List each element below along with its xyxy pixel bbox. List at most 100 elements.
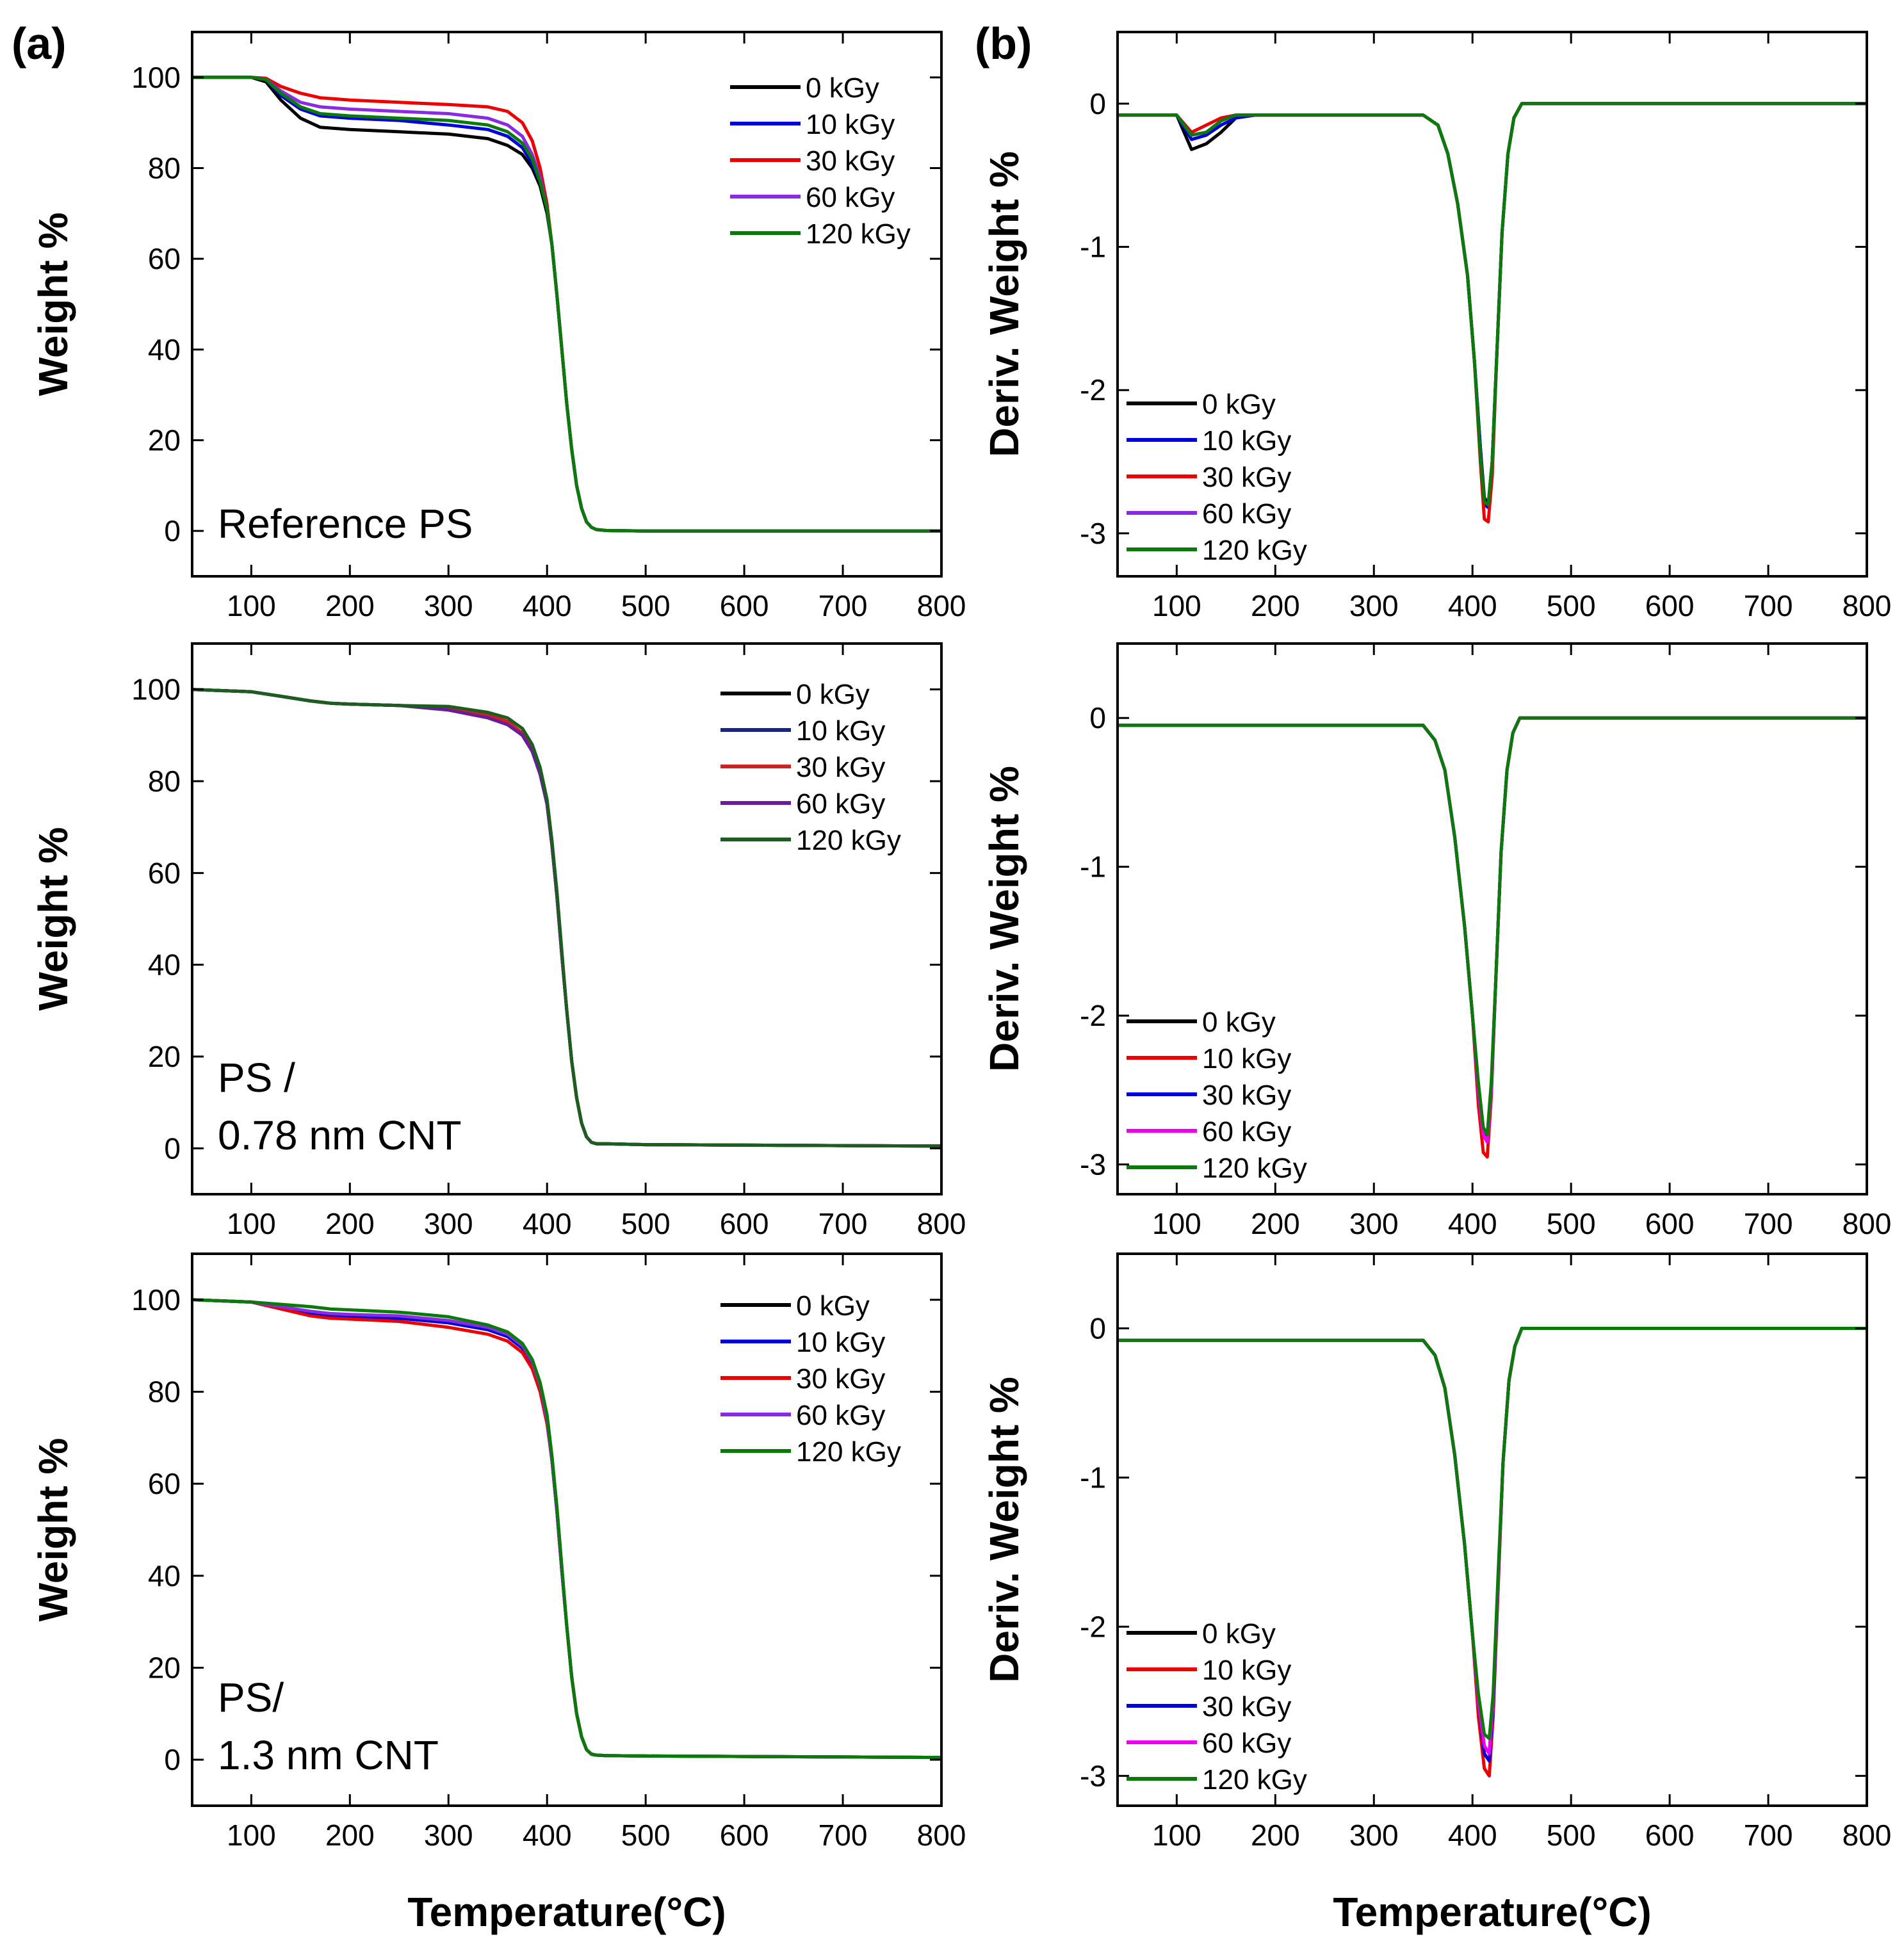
legend-label: 30 kGy <box>796 1363 885 1395</box>
legend-label: 60 kGy <box>796 1400 885 1431</box>
legend-label: 60 kGy <box>796 788 885 820</box>
x-tick-label: 100 <box>1152 1819 1201 1852</box>
legend-label: 30 kGy <box>806 145 895 177</box>
chart-b1: 100 200 300 400 500 600 700 800 -3 -2 -1 0 Deriv. We… <box>981 31 1891 622</box>
legend: 0 kGy 10 kGy 30 kGy 60 kGy 120 kGy <box>720 679 901 856</box>
x-tick-label: 400 <box>523 1207 572 1240</box>
legend: 0 kGy 10 kGy 30 kGy 60 kGy 120 kGy <box>1127 1007 1307 1184</box>
x-tick-label: 100 <box>1152 1207 1201 1240</box>
legend-label: 60 kGy <box>1202 498 1291 530</box>
x-tick-label: 400 <box>1448 1207 1497 1240</box>
legend-label: 10 kGy <box>806 109 895 140</box>
legend-label: 0 kGy <box>1202 1007 1276 1038</box>
legend-label: 30 kGy <box>1202 1080 1291 1111</box>
x-tick-label: 800 <box>1843 1819 1892 1852</box>
x-tick-label: 700 <box>1744 589 1793 622</box>
legend-label: 10 kGy <box>1202 1043 1291 1074</box>
x-tick-label: 800 <box>1843 1207 1892 1240</box>
series-group <box>1118 716 1867 1159</box>
y-tick-label: -1 <box>1080 231 1106 264</box>
y-tick-label: 0 <box>1089 87 1106 120</box>
sample-annotation: Reference PS <box>218 501 473 547</box>
panel-label-a: (a) <box>12 19 67 69</box>
series-line-120-kGy <box>1118 716 1867 1137</box>
y-tick-label: 0 <box>1089 701 1106 734</box>
legend-label: 120 kGy <box>1202 1153 1307 1184</box>
x-tick-label: 300 <box>424 1207 473 1240</box>
y-axis-title: Deriv. Weight % <box>981 766 1027 1072</box>
x-tick-label: 500 <box>621 1819 671 1852</box>
y-axis-title: Weight % <box>30 1438 76 1622</box>
sample-annotation: PS/ <box>218 1674 284 1721</box>
y-tick-label: 80 <box>148 765 181 798</box>
x-tick-label: 600 <box>1645 1819 1695 1852</box>
y-tick-label: -2 <box>1080 373 1106 407</box>
legend-label: 0 kGy <box>1202 1618 1276 1649</box>
x-tick-label: 500 <box>621 1207 671 1240</box>
panel-label-b: (b) <box>975 19 1032 69</box>
legend: 0 kGy 10 kGy 30 kGy 60 kGy 120 kGy <box>720 1290 901 1468</box>
plot-frame <box>191 31 943 578</box>
x-tick-label: 200 <box>1251 589 1300 622</box>
x-tick-label: 100 <box>227 1207 276 1240</box>
series-group <box>1118 102 1867 524</box>
x-tick-label: 600 <box>1645 1207 1695 1240</box>
plots-container: 100 200 300 400 500 600 700 800020406080100Weig… <box>30 31 1892 1935</box>
plot-frame <box>1116 642 1868 1195</box>
legend-label: 120 kGy <box>1202 1764 1307 1795</box>
x-tick-label: 500 <box>1547 1819 1596 1852</box>
x-tick-label: 400 <box>1448 589 1497 622</box>
y-tick-label: 60 <box>148 1467 181 1500</box>
x-tick-label: 700 <box>818 1207 868 1240</box>
legend-label: 10 kGy <box>1202 1655 1291 1686</box>
sample-annotation: 1.3 nm CNT <box>218 1732 439 1778</box>
legend-label: 0 kGy <box>1202 389 1276 420</box>
y-tick-label: 40 <box>148 333 181 366</box>
x-tick-label: 600 <box>720 589 769 622</box>
sample-annotation: PS / <box>218 1055 295 1101</box>
x-tick-label: 100 <box>227 589 276 622</box>
y-tick-label: 40 <box>148 948 181 982</box>
y-tick-label: -3 <box>1080 517 1106 550</box>
y-tick-label: 0 <box>164 514 181 547</box>
x-tick-label: 600 <box>1645 589 1695 622</box>
y-axis-title: Deriv. Weight % <box>981 1377 1027 1683</box>
legend-label: 10 kGy <box>1202 425 1291 457</box>
x-tick-label: 600 <box>720 1819 769 1852</box>
legend-label: 120 kGy <box>1202 535 1307 566</box>
y-tick-label: 0 <box>164 1131 181 1165</box>
legend-label: 60 kGy <box>806 182 895 213</box>
y-tick-label: 20 <box>148 1040 181 1073</box>
series-line-120-kGy <box>1118 102 1867 506</box>
x-tick-label: 700 <box>818 1819 868 1852</box>
y-tick-label: -3 <box>1080 1148 1106 1181</box>
legend-label: 120 kGy <box>806 218 911 250</box>
x-tick-label: 200 <box>325 1207 375 1240</box>
legend-label: 120 kGy <box>796 825 901 856</box>
x-tick-label: 100 <box>1152 589 1201 622</box>
series-line-120-kGy <box>192 688 941 1148</box>
series-line-120-kGy <box>192 76 941 533</box>
plot-frame <box>1116 31 1868 578</box>
legend-label: 60 kGy <box>1202 1116 1291 1147</box>
y-tick-label: -2 <box>1080 1610 1106 1643</box>
x-tick-label: 500 <box>621 589 671 622</box>
x-tick-label: 700 <box>818 589 868 622</box>
y-tick-label: 40 <box>148 1559 181 1592</box>
series-group <box>192 688 941 1148</box>
chart-b2: 100 200 300 400 500 600 700 800 -3 -2 -1 0 Deriv. We… <box>981 642 1892 1240</box>
legend: 0 kGy 10 kGy 30 kGy 60 kGy 120 kGy <box>730 72 911 250</box>
series-line-120-kGy <box>1118 1327 1867 1740</box>
x-tick-label: 200 <box>325 1819 375 1852</box>
chart-a3: 100 200 300 400 500 600 700 800 0 20 40 60 80 100 Weig… <box>30 1252 966 1935</box>
x-tick-label: 300 <box>1349 1819 1399 1852</box>
x-tick-label: 400 <box>1448 1819 1497 1852</box>
y-tick-label: 100 <box>131 1283 181 1317</box>
legend-label: 0 kGy <box>796 679 870 710</box>
x-tick-label: 300 <box>1349 1207 1399 1240</box>
x-axis-title: Temperature(°C) <box>407 1889 726 1935</box>
plot-frame <box>191 1252 943 1807</box>
series-group <box>192 76 941 533</box>
y-tick-label: 20 <box>148 424 181 457</box>
